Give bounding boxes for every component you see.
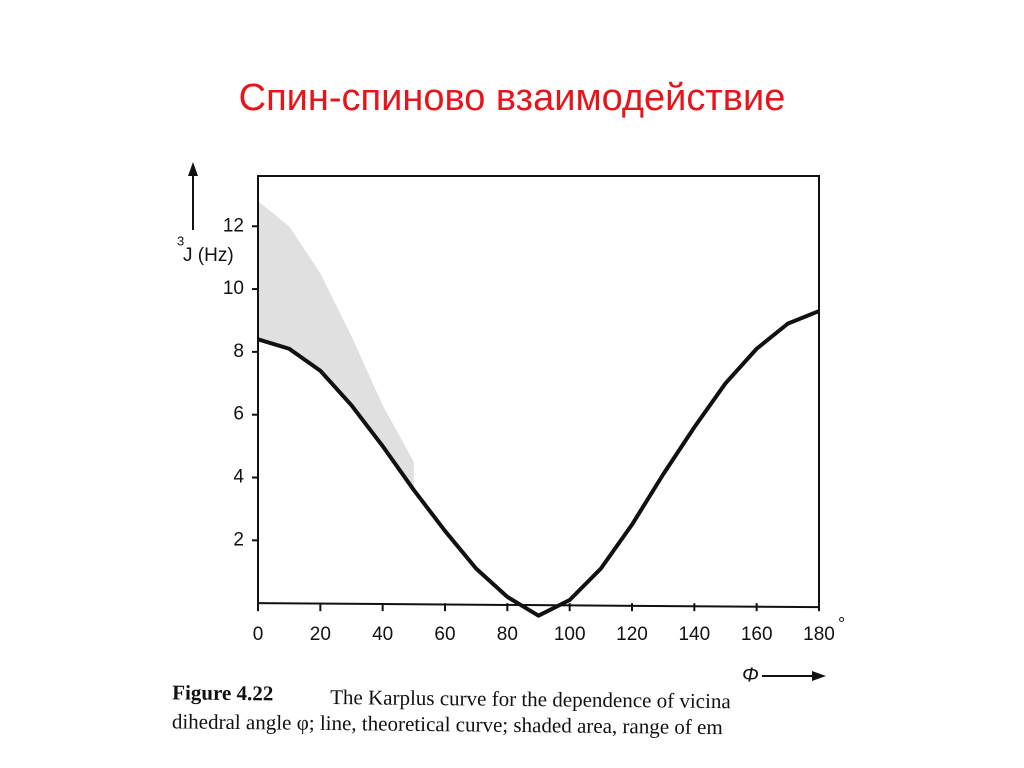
x-tick-label: 20 [310, 624, 331, 645]
x-tick-label: 100 [554, 624, 586, 645]
x-arrow-head [812, 671, 826, 681]
y-tick-label: 6 [233, 404, 244, 425]
caption-line: dihedral angle φ; line, theoretical curv… [172, 709, 723, 739]
x-tick-label: 180 [803, 624, 835, 645]
y-tick-label: 4 [233, 467, 244, 488]
x-tick-label: 140 [678, 624, 710, 645]
x-tick-label: 160 [741, 624, 773, 645]
y-arrow-head [188, 162, 198, 176]
caption-figure: Figure 4.22 [172, 680, 273, 705]
x-tick-label: 40 [372, 624, 393, 645]
x-axis [257, 602, 820, 609]
y-label: J (Hz) [183, 245, 234, 266]
x-tick-label: 0 [253, 624, 264, 645]
y-tick-label: 12 [223, 215, 244, 236]
crop [0, 740, 1024, 768]
x-unit: ° [838, 614, 845, 634]
y-tick-label: 2 [233, 529, 244, 550]
x-tick-label: 60 [434, 624, 455, 645]
x-label: Φ [742, 664, 759, 686]
curve [257, 309, 820, 618]
slide-title: Спин-спиново взаимодействие [239, 77, 786, 119]
frame [257, 175, 820, 604]
x-tick-label: 120 [616, 624, 648, 645]
y-tick-label: 8 [233, 341, 244, 362]
shaded-area [258, 201, 414, 491]
y-tick-label: 10 [223, 278, 244, 299]
caption-line: The Karplus curve for the dependence of … [330, 685, 731, 713]
x-tick-label: 80 [497, 624, 518, 645]
y-label-sup: 3 [177, 233, 184, 248]
